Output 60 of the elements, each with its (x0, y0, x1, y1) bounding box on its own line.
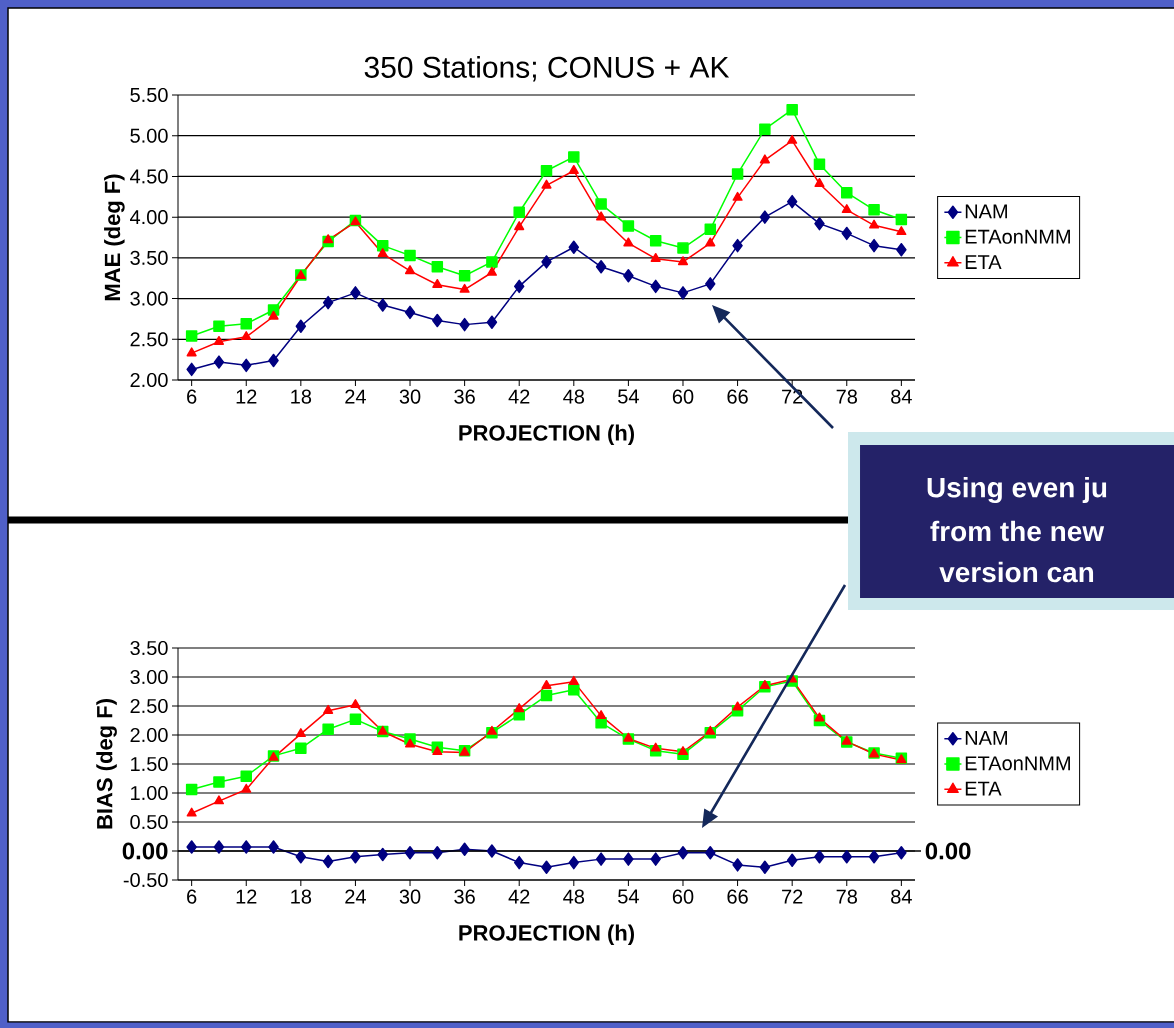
y-tick-label: 3.00 (130, 669, 168, 685)
text: from the new (930, 520, 1105, 542)
text: Using even ju (927, 476, 1107, 504)
x-tick-label: 54 (618, 389, 639, 404)
y-tick-label: 3.00 (130, 291, 168, 306)
x-tick-label: 12 (236, 889, 257, 904)
legend-label: NAM (965, 204, 1007, 219)
y-tick-label: 2.00 (130, 372, 168, 388)
x-tick-label: 78 (836, 389, 858, 404)
x-tick-label: 12 (236, 389, 257, 404)
x-tick-label: 72 (782, 389, 803, 404)
x-tick-label: 66 (727, 889, 748, 904)
y-tick-label: 3.50 (130, 640, 168, 656)
x-tick-label: 6 (187, 389, 197, 404)
y-tick-label: 4.00 (130, 210, 168, 225)
x-tick-label: 60 (672, 389, 694, 404)
x-tick-label: 72 (782, 889, 803, 904)
x-tick-label: 36 (454, 389, 475, 404)
x-tick-label: 24 (345, 389, 366, 404)
chart-title: 350 Stations; CONUS + AK (364, 55, 730, 82)
legend-label: ETA (965, 781, 1002, 796)
x-tick-label: 42 (508, 889, 530, 904)
legend-label: NAM (965, 731, 1007, 745)
x-tick-label: 18 (291, 389, 312, 404)
y-tick-label: 0.50 (130, 814, 168, 830)
x-tick-label: 30 (399, 889, 421, 904)
x-tick-label: 30 (399, 389, 421, 404)
x-tick-label: 48 (563, 389, 585, 404)
y-tick-label: 5.00 (130, 128, 168, 143)
text: version can (939, 561, 1094, 583)
y-tick-label: 5.50 (130, 87, 168, 103)
legend-label: ETAonNMM (965, 756, 1070, 771)
x-tick-label: 60 (672, 889, 694, 904)
ref-line-label: 0.00 (925, 842, 971, 860)
x-tick-label: 24 (345, 889, 366, 904)
x-tick-label: 54 (618, 889, 639, 904)
y-tick-label: -0.50 (123, 872, 168, 888)
x-tick-label: 18 (291, 889, 312, 904)
y-tick-label: 0.00 (122, 842, 168, 860)
y-tick-label: 4.50 (130, 169, 168, 184)
legend-label: ETAonNMM (965, 229, 1070, 244)
x-tick-label: 36 (454, 889, 475, 904)
y-axis-title: BIAS (deg F) (96, 699, 117, 829)
y-tick-label: 1.00 (131, 785, 168, 801)
legend-label: ETA (965, 255, 1002, 269)
x-tick-label: 84 (891, 389, 912, 404)
y-tick-label: 1.50 (131, 756, 168, 772)
x-axis-title: PROJECTION (h) (459, 424, 634, 446)
x-tick-label: 42 (508, 389, 530, 404)
x-axis-title: PROJECTION (h) (459, 924, 634, 946)
y-tick-label: 2.00 (130, 727, 168, 743)
x-tick-label: 78 (836, 889, 858, 904)
y-tick-label: 2.50 (130, 698, 168, 714)
y-axis-title: MAE (deg F) (104, 174, 125, 301)
x-tick-label: 84 (891, 889, 912, 904)
x-tick-label: 66 (727, 389, 748, 404)
x-tick-label: 48 (563, 889, 585, 904)
x-tick-label: 6 (187, 889, 197, 904)
y-tick-label: 3.50 (130, 250, 168, 265)
y-tick-label: 2.50 (130, 332, 168, 347)
